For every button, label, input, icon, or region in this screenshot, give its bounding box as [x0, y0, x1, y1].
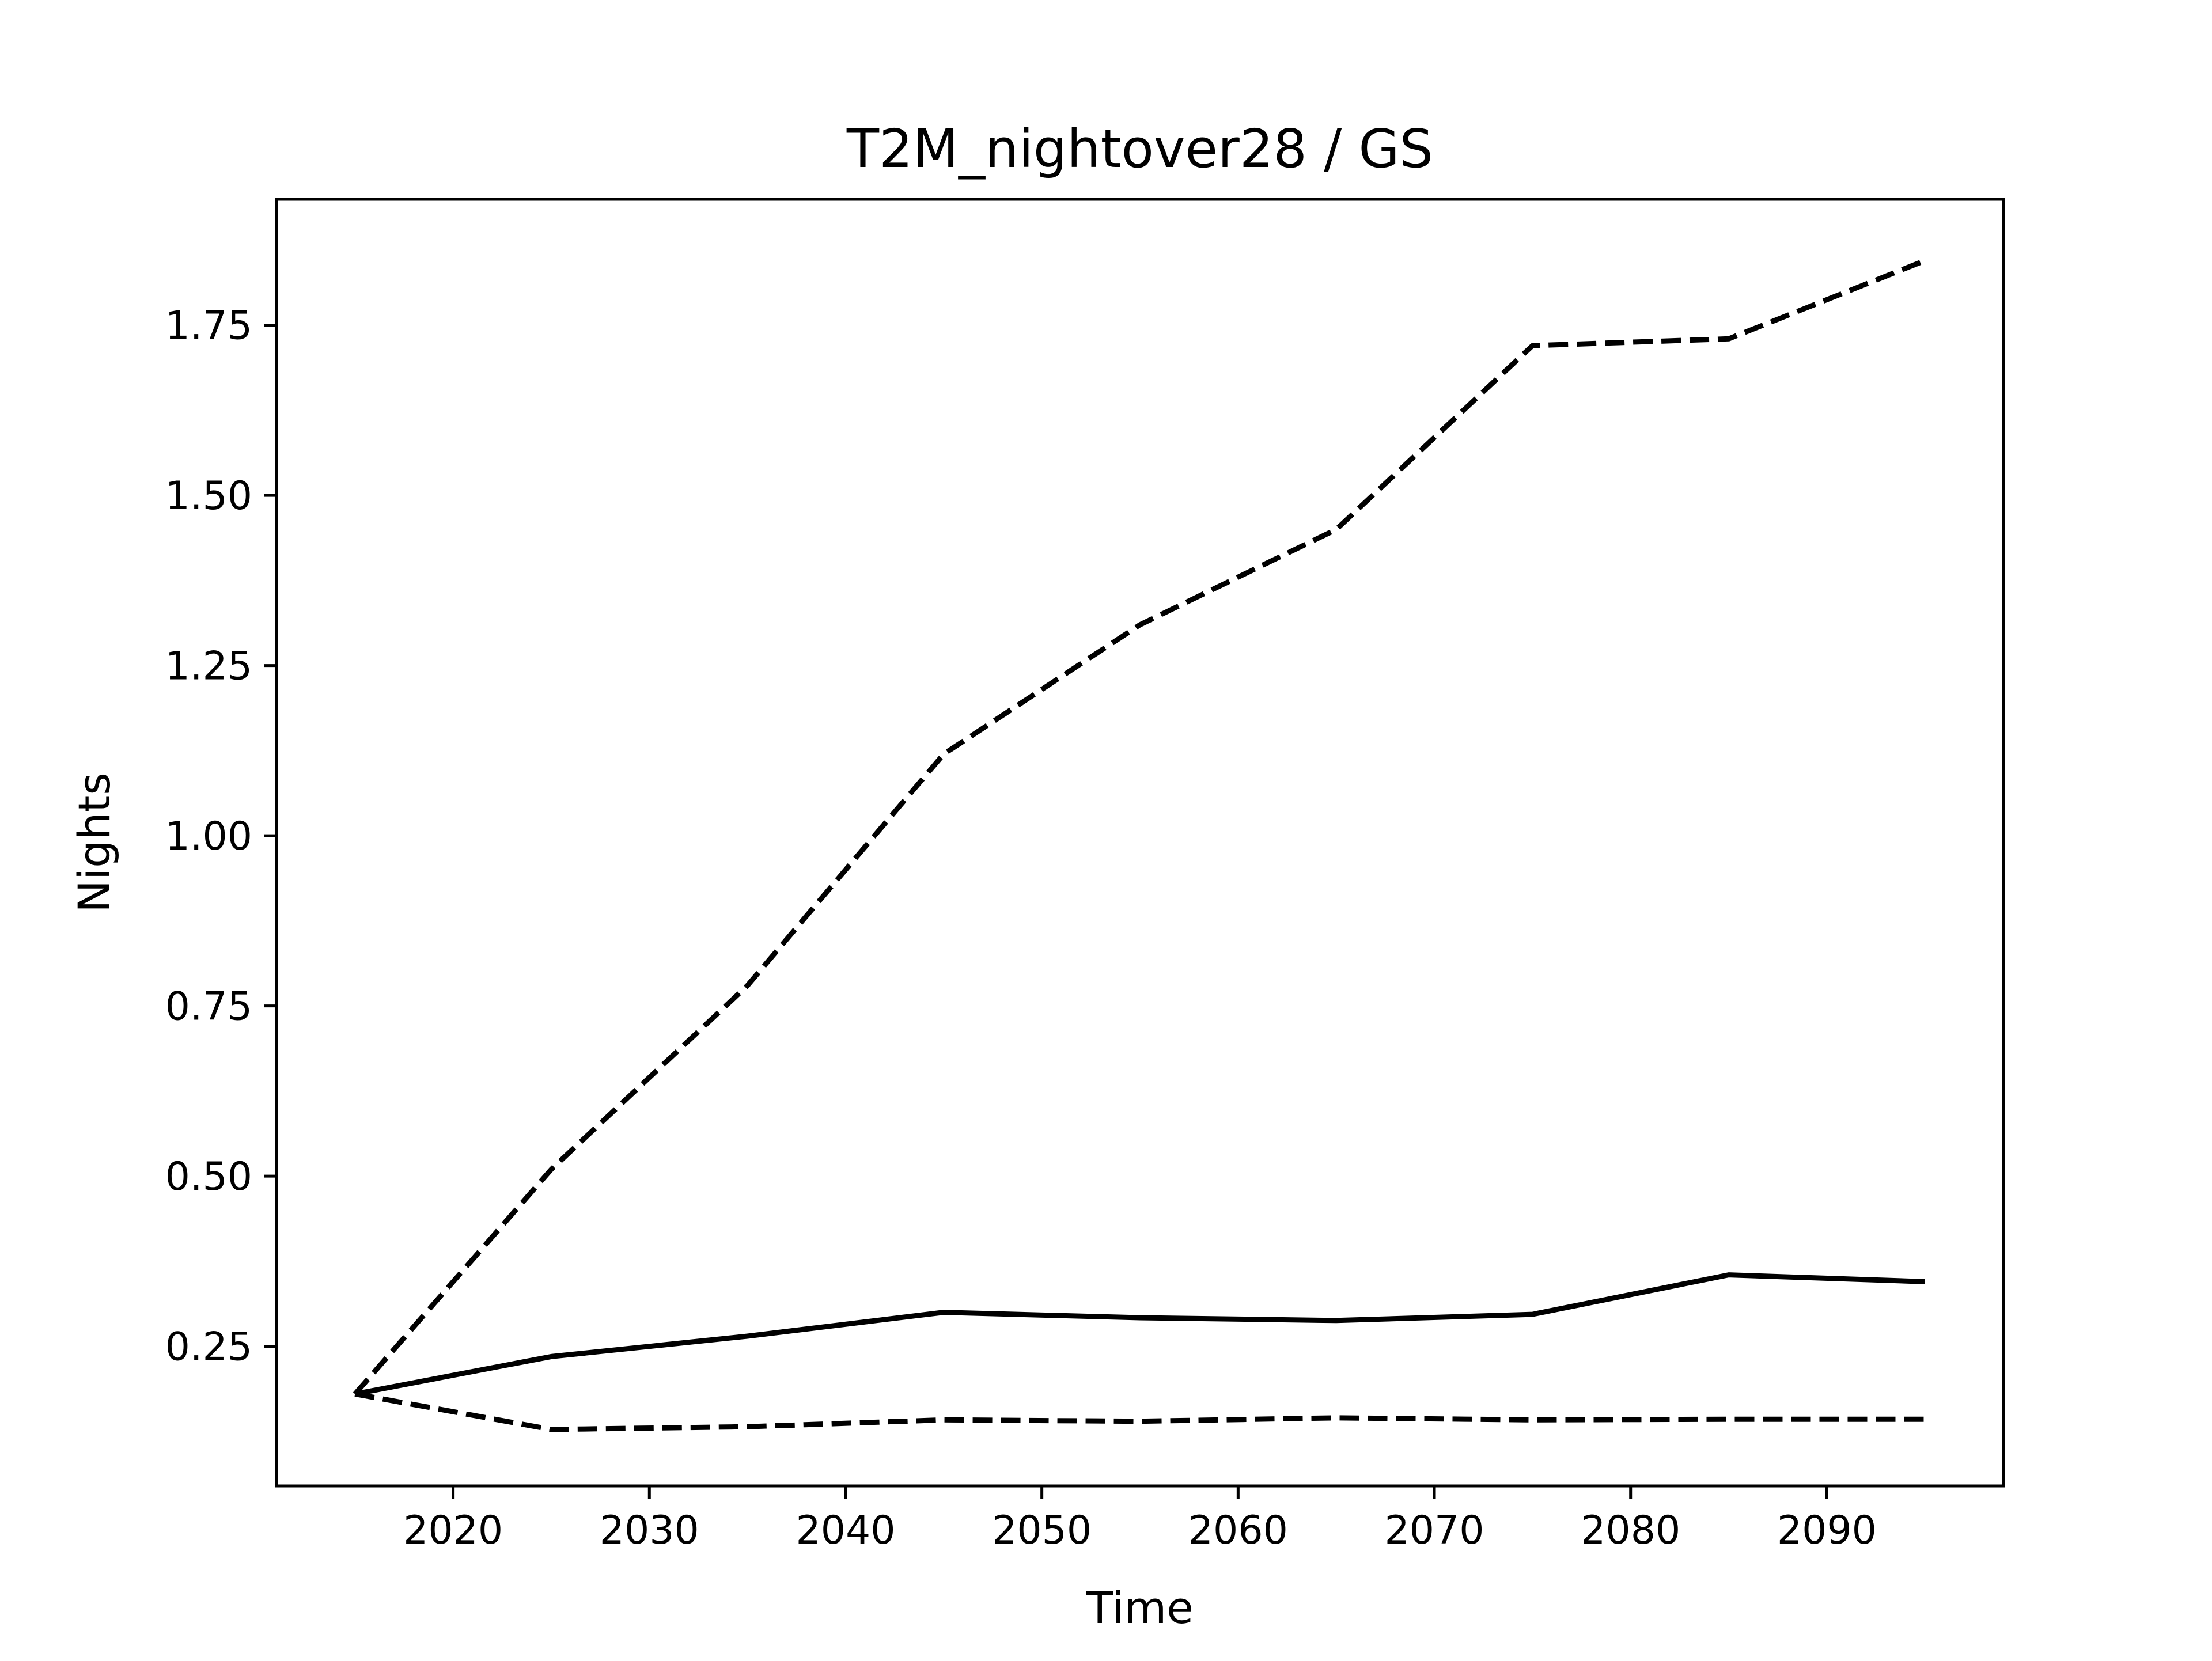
- y-tick-label: 1.50: [165, 473, 252, 519]
- x-tick-label: 2070: [1384, 1508, 1484, 1553]
- y-tick-label: 1.00: [165, 814, 252, 859]
- y-axis-label: Nights: [69, 772, 120, 913]
- ticks-layer: 2020 2030 2040 2050 2060 2070 2080 2090 0.25 0.50…: [165, 304, 1877, 1553]
- x-tick-label: 2060: [1188, 1508, 1288, 1553]
- y-tick-label: 0.25: [165, 1325, 252, 1370]
- x-tick-label: 2030: [600, 1508, 699, 1553]
- x-tick-label: 2020: [403, 1508, 503, 1553]
- plot-frame: [275, 198, 2005, 1488]
- x-tick-label: 2040: [796, 1508, 895, 1553]
- y-tick-label: 1.25: [165, 644, 252, 689]
- x-tick-label: 2080: [1581, 1508, 1680, 1553]
- series-line-1: [354, 1272, 1925, 1397]
- y-tick-label: 0.50: [165, 1154, 252, 1200]
- x-axis-label: Time: [1086, 1582, 1194, 1633]
- series-line-2: [353, 258, 1926, 1396]
- x-tick-label: 2090: [1777, 1508, 1877, 1553]
- y-tick-label: 0.75: [165, 984, 252, 1030]
- chart-title: T2M_nightover28 / GS: [846, 118, 1433, 180]
- series-layer: [353, 258, 1926, 1432]
- x-tick-label: 2050: [992, 1508, 1092, 1553]
- series-line-3: [354, 1391, 1925, 1432]
- y-tick-label: 1.75: [165, 304, 252, 349]
